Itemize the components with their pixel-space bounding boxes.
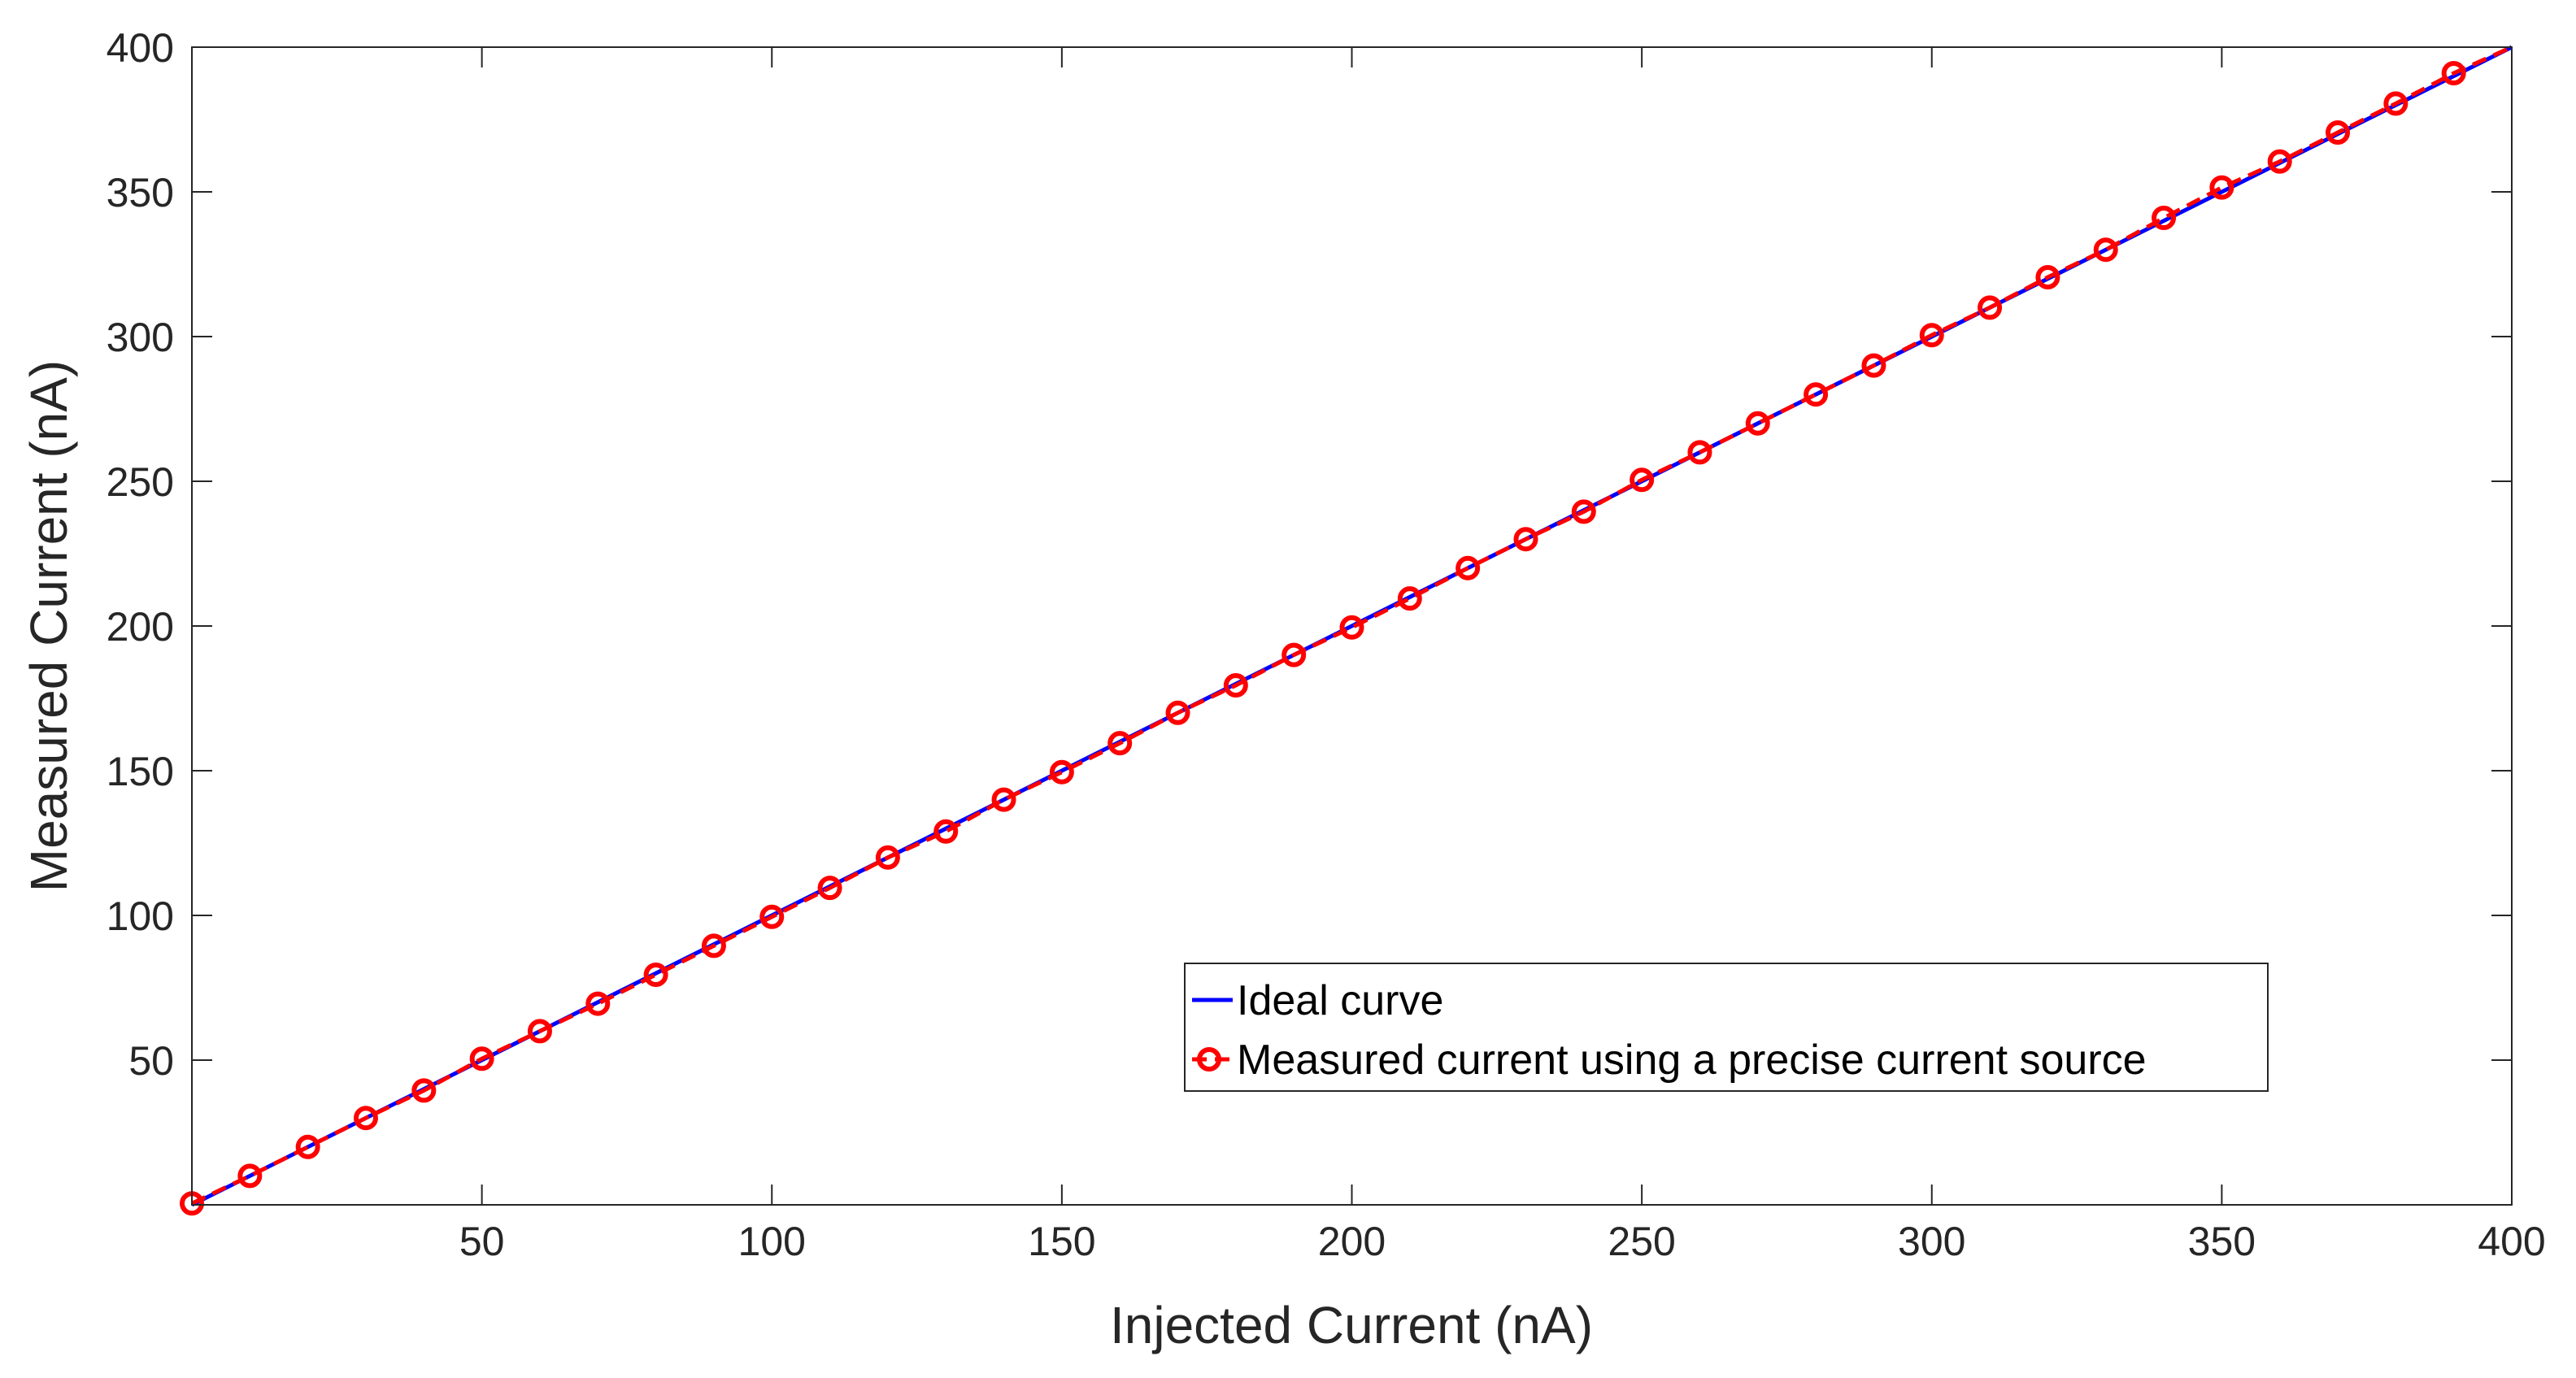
x-tick-label: 300: [1898, 1219, 1965, 1264]
tick-labels-layer: 50 100 150 200 250 300 350 400 50 100 150 200 250 300…: [107, 25, 2546, 1264]
series-layer: [180, 45, 2513, 1216]
measured-point-marker: [875, 845, 900, 870]
y-tick-label: 50: [128, 1038, 174, 1084]
measured-point-marker: [2209, 175, 2234, 200]
measured-point-marker: [1513, 527, 1538, 552]
measured-point-marker: [1861, 353, 1886, 378]
y-tick-label: 200: [107, 604, 174, 650]
measured-point-marker: [411, 1078, 437, 1103]
measured-point-marker: [237, 1163, 263, 1189]
legend: Ideal curve Measured current using a pre…: [1184, 963, 2269, 1092]
measured-point-marker: [2152, 206, 2177, 231]
measured-point-marker: [1281, 642, 1307, 667]
measured-point-marker: [1978, 295, 2003, 320]
measured-point-marker: [759, 904, 785, 929]
ideal-curve-line: [190, 45, 2513, 1207]
x-tick-label: 400: [2478, 1219, 2545, 1264]
measured-point-marker: [1223, 672, 1248, 698]
measured-point-marker: [1165, 700, 1190, 725]
measured-point-marker: [933, 819, 959, 844]
measured-point-marker: [585, 991, 611, 1016]
measured-point-marker: [701, 933, 726, 959]
measured-point-marker: [1339, 615, 1364, 640]
measured-point-marker: [2383, 91, 2408, 116]
y-tick-label: 150: [107, 749, 174, 794]
measured-point-marker: [1919, 323, 1944, 348]
measured-point-marker: [1456, 555, 1481, 580]
y-tick-label: 400: [107, 25, 174, 71]
measured-point-marker: [1571, 499, 1596, 524]
y-axis-title: Measured Current (nA): [20, 360, 78, 892]
x-tick-label: 150: [1028, 1219, 1095, 1264]
measured-point-marker: [1804, 382, 1829, 407]
measured-point-marker: [2326, 120, 2351, 146]
measured-point-marker: [1107, 731, 1133, 756]
x-tick-label: 100: [738, 1219, 806, 1264]
measured-point-marker: [469, 1046, 494, 1072]
measured-point-marker: [1049, 759, 1074, 785]
measured-point-marker: [1397, 586, 1422, 611]
y-tick-label: 300: [107, 315, 174, 360]
measured-point-marker: [295, 1134, 320, 1159]
measured-point-marker: [2035, 265, 2060, 290]
measured-point-marker: [1630, 467, 1655, 493]
legend-box: [1184, 963, 2269, 1092]
measured-point-marker: [527, 1019, 552, 1044]
measured-point-marker: [991, 787, 1016, 812]
x-tick-label: 200: [1318, 1219, 1386, 1264]
measured-point-marker: [1745, 411, 1770, 436]
measured-point-marker: [1687, 440, 1712, 465]
x-tick-label: 250: [1608, 1219, 1675, 1264]
legend-ideal-label: Ideal curve: [1237, 977, 1443, 1024]
x-tick-label: 350: [2188, 1219, 2256, 1264]
measured-point-marker: [2267, 149, 2292, 174]
measured-point-marker: [2441, 61, 2466, 86]
legend-measured-label: Measured current using a precise current…: [1237, 1037, 2147, 1084]
measured-point-marker: [353, 1106, 378, 1131]
x-axis-title: Injected Current (nA): [1110, 1296, 1593, 1354]
measured-point-marker: [2093, 237, 2118, 263]
x-tick-label: 50: [459, 1219, 505, 1264]
y-tick-label: 350: [107, 170, 174, 215]
measured-point-marker: [643, 962, 668, 987]
y-tick-label: 100: [107, 893, 174, 939]
legend-measured-marker: [1197, 1047, 1221, 1072]
y-tick-label: 250: [107, 459, 174, 505]
ticks-layer: [192, 46, 2513, 1205]
measured-point-marker: [817, 876, 842, 901]
